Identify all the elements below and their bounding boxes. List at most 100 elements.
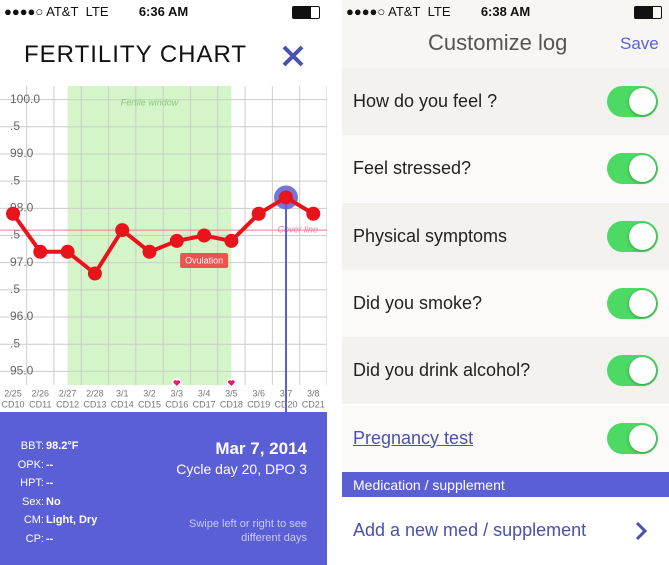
chart: 100.0.599.0.598.0.597.0.596.0.595.0Ferti… [0,86,327,412]
x-tick-label: 2/25 [4,388,22,398]
x-tick-label: 3/3 [171,388,184,398]
add-med-label: Add a new med / supplement [353,520,587,540]
log-row: Did you smoke? [342,269,669,337]
x-tick-label: 3/6 [252,388,265,398]
x-tick-sublabel: CD10 [1,399,24,409]
field-value: -- [46,458,54,471]
log-row: How do you feel ? [342,68,669,135]
status-right: ●●●●○ AT&T LTE [346,4,451,24]
y-tick-label: .5 [10,282,20,296]
x-tick-label: 2/27 [59,388,77,398]
heart [228,380,235,386]
toggle-knob [629,289,656,317]
temperature-dot [169,233,184,248]
temperature-dot [197,228,212,243]
y-tick-label: 96.0 [10,309,34,323]
carrier: AT&T [46,4,79,19]
x-tick-label: 3/5 [225,388,238,398]
x-tick-label: 2/28 [86,388,104,398]
field-label: CP: [25,532,44,545]
x-tick-label: 2/26 [32,388,50,398]
x-tick-label: 3/7 [280,388,293,398]
log-row: Pregnancy test [342,404,669,472]
x-tick-label: 3/8 [307,388,320,398]
x-tick-sublabel: CD14 [111,399,134,409]
toggle[interactable] [607,287,658,319]
section-label: Medication / supplement [353,477,505,493]
y-tick-label: .5 [10,119,20,133]
temperature-dot [251,206,266,221]
row-label: Did you smoke? [353,292,483,313]
row-label[interactable]: Pregnancy test [353,427,474,448]
temperature-dot [306,206,321,221]
toggle[interactable] [607,220,658,252]
carrier: AT&T [388,4,421,19]
field-label: HPT: [20,477,44,489]
y-tick-label: 99.0 [10,146,34,160]
battery [634,6,662,19]
status-left: ●●●●○ AT&T LTE [4,4,109,24]
y-tick-label: .5 [10,336,20,350]
x-tick-sublabel: CD15 [138,399,161,409]
chevron [635,521,648,541]
toggle-knob [629,357,656,385]
field-label: CM: [23,514,44,526]
log-row: Physical symptoms [342,202,669,270]
x-tick-label: 3/4 [198,388,211,398]
x-tick-sublabel: CD13 [83,399,106,409]
battery [292,6,320,19]
temperature-dot [279,190,293,205]
toggle[interactable] [607,153,658,185]
fertile-window-label: Fertile window [121,97,179,107]
temperature-dot [87,266,102,281]
toggle-knob [629,155,656,183]
detail-date: Mar 7, 2014 [215,439,307,458]
field-label: OPK: [17,458,44,471]
log-row: Did you drink alcohol? [342,337,669,405]
ovulation-box [180,253,229,268]
x-tick-sublabel: CD20 [274,399,297,409]
time: 6:36 AM [138,4,189,19]
x-tick-sublabel: CD17 [193,399,216,409]
y-tick-label: .5 [10,228,20,242]
detail-hint: Swipe left or right to see different day… [188,518,307,544]
log-row: Feel stressed? [342,135,669,203]
y-tick-label: 100.0 [10,92,40,106]
screen-title: Customize log [428,30,568,55]
x-tick-sublabel: CD19 [247,399,270,409]
x-tick-sublabel: CD21 [302,399,325,409]
field-value: -- [46,532,54,545]
toggle[interactable] [607,422,658,454]
field-value: -- [46,477,54,489]
add-med-row[interactable]: Add a new med / supplement [342,497,669,565]
close-button[interactable] [281,44,305,68]
y-tick-label: .5 [10,173,20,187]
time: 6:38 AM [480,4,531,19]
row-label: Feel stressed? [353,158,472,179]
field-value: Light, Dry [46,514,98,526]
toggle[interactable] [607,86,658,117]
x-tick-sublabel: CD16 [165,399,188,409]
x-tick-sublabel: CD12 [56,399,79,409]
cover-line-label: Cover line [277,224,318,234]
toggle-knob [629,88,656,115]
signal: ●●●●○ [4,4,47,19]
row-label: Did you drink alcohol? [353,360,531,381]
toggle-knob [629,424,656,452]
toggle[interactable] [607,355,658,387]
field-label: Sex: [21,495,44,508]
field-label: BBT: [20,440,44,452]
field-value: No [46,495,61,508]
network: LTE [427,4,451,19]
x-tick-sublabel: CD18 [220,399,243,409]
y-tick-label: 97.0 [10,255,34,269]
field-value: 98.2°F [46,440,79,452]
y-tick-label: 95.0 [10,364,34,378]
ovulation-label: Ovulation [185,255,223,265]
signal: ●●●●○ [346,4,389,19]
right-header: ●●●●○ AT&T LTE 6:38 AM Customize log Sav… [342,0,669,69]
screen-title: FERTILITY CHART [24,41,248,68]
save-button[interactable]: Save [620,34,659,53]
temperature-dot [60,244,75,259]
